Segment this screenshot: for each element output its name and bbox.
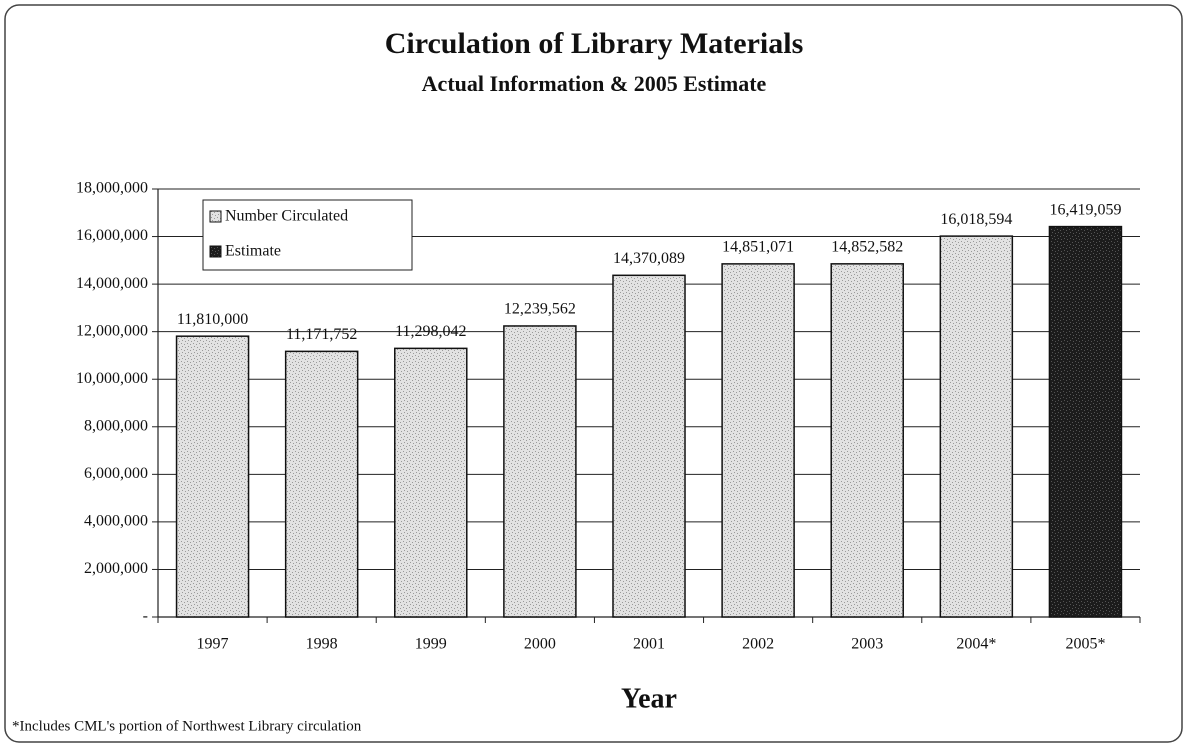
bar — [284, 350, 359, 618]
bar — [721, 263, 795, 618]
x-axis-label: Year — [621, 683, 677, 714]
x-tick-label: 2001 — [633, 636, 665, 653]
bar — [612, 274, 686, 618]
y-tick-label: 10,000,000 — [76, 370, 148, 387]
bar — [830, 263, 904, 618]
chart-subtitle: Actual Information & 2005 Estimate — [422, 71, 767, 96]
data-label: 14,851,071 — [722, 239, 794, 256]
x-tick-label: 1998 — [306, 636, 338, 653]
footnote: *Includes CML's portion of Northwest Lib… — [12, 718, 362, 734]
legend-swatch — [209, 210, 222, 223]
y-tick-label: 18,000,000 — [76, 180, 148, 197]
data-label: 16,018,594 — [940, 211, 1012, 228]
data-label: 16,419,059 — [1049, 201, 1121, 218]
y-tick-label: 16,000,000 — [76, 227, 148, 244]
y-tick-label: 14,000,000 — [76, 275, 148, 292]
x-tick-label: 2003 — [851, 636, 883, 653]
x-tick-label: 2002 — [742, 636, 774, 653]
legend-label: Estimate — [225, 243, 281, 260]
x-tick-label: 2004* — [956, 636, 996, 653]
legend-swatch — [209, 245, 222, 258]
data-label: 11,810,000 — [177, 311, 248, 328]
legend-box — [202, 199, 413, 271]
bar — [503, 325, 577, 618]
x-tick-label: 1999 — [415, 636, 447, 653]
x-tick-label: 2000 — [524, 636, 556, 653]
y-tick-label: - — [143, 608, 148, 625]
bar — [175, 335, 250, 618]
y-tick-label: 4,000,000 — [84, 513, 148, 530]
chart-title: Circulation of Library Materials — [385, 27, 804, 60]
data-label: 14,370,089 — [613, 250, 685, 267]
y-tick-label: 8,000,000 — [84, 417, 148, 434]
bar — [394, 347, 468, 618]
y-tick-label: 12,000,000 — [76, 322, 148, 339]
data-label: 12,239,562 — [504, 301, 576, 318]
x-tick-label: 2005* — [1065, 636, 1105, 653]
data-label: 11,171,752 — [286, 326, 357, 343]
bar — [939, 235, 1014, 618]
data-label: 14,852,582 — [831, 239, 903, 256]
y-tick-label: 2,000,000 — [84, 560, 148, 577]
x-tick-label: 1997 — [197, 636, 229, 653]
legend-label: Number Circulated — [225, 208, 348, 225]
bar — [1048, 225, 1123, 618]
data-label: 11,298,042 — [395, 323, 466, 340]
y-tick-label: 6,000,000 — [84, 465, 148, 482]
